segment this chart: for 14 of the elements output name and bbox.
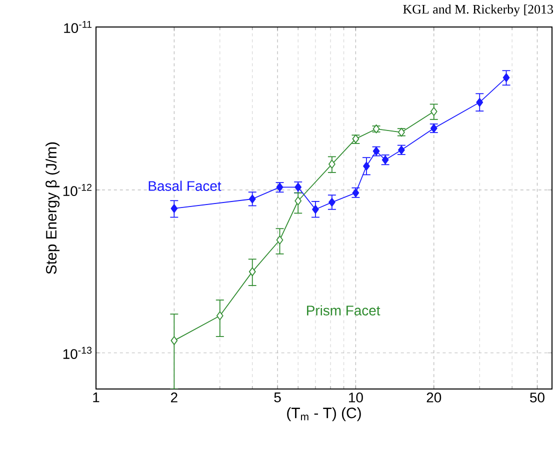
x-tick-label: 1 bbox=[93, 392, 100, 402]
x-tick-label: 50 bbox=[530, 392, 544, 402]
x-axis-title: (T$_{m}$ - T) (C) bbox=[287, 407, 361, 422]
text: Prism Facet bbox=[307, 305, 380, 316]
y-tick-label: 10$^{-12}$ bbox=[63, 184, 92, 196]
text: KGL and M. Rickerby [2013 bbox=[403, 4, 553, 16]
x-tick-label: 20 bbox=[426, 392, 442, 402]
x-tick-label: 2 bbox=[170, 392, 178, 402]
y-axis-title: Step Energy β (J/m) bbox=[46, 142, 60, 274]
y-tick-label: 10$^{-13}$ bbox=[63, 346, 92, 359]
x-tick-label: 10 bbox=[349, 392, 363, 402]
series-label: Basal Facet bbox=[148, 180, 222, 191]
x-tick-label: 5 bbox=[274, 392, 281, 402]
y-tick-label: 10$^{-11}$ bbox=[64, 20, 92, 34]
